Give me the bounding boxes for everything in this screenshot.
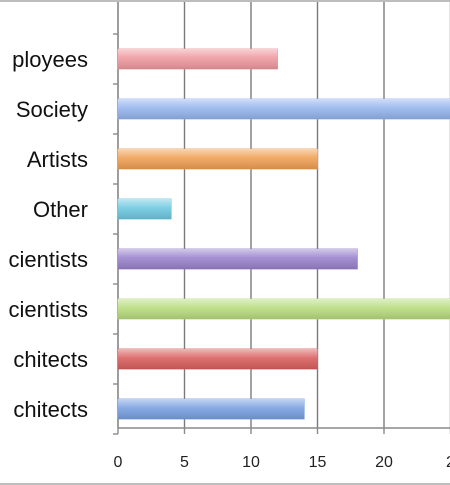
category-label: Society xyxy=(16,97,88,122)
category-label: cientists xyxy=(9,297,88,322)
bar xyxy=(117,98,450,120)
x-tick-label: 20 xyxy=(375,454,393,471)
category-label: chitects xyxy=(13,347,88,372)
labels: 0 5 10 15 20 2 ployees Society Artists Other cient… xyxy=(9,47,450,471)
x-tick-label: 2 xyxy=(446,454,450,471)
bar-highlight xyxy=(118,199,172,219)
bar-highlight xyxy=(118,349,318,369)
x-tick-label: 5 xyxy=(180,454,189,471)
bar-highlight xyxy=(118,249,358,269)
bar xyxy=(117,248,358,270)
bar xyxy=(117,298,450,320)
category-label: Other xyxy=(33,197,88,222)
bar xyxy=(117,348,318,370)
x-tick-label: 15 xyxy=(309,454,327,471)
bar-highlight xyxy=(118,149,318,169)
bar-highlight xyxy=(118,99,450,119)
bar-highlight xyxy=(118,49,278,69)
bars xyxy=(117,48,450,420)
bar xyxy=(117,48,279,70)
category-label: ployees xyxy=(12,47,88,72)
bar-highlight xyxy=(118,399,305,419)
bar xyxy=(117,148,318,170)
category-label: chitects xyxy=(13,397,88,422)
bar xyxy=(117,198,172,220)
x-tick-label: 10 xyxy=(242,454,260,471)
category-label: Artists xyxy=(27,147,88,172)
bar xyxy=(117,398,305,420)
x-tick-label: 0 xyxy=(114,454,123,471)
bar-highlight xyxy=(118,299,450,319)
category-label: cientists xyxy=(9,247,88,272)
